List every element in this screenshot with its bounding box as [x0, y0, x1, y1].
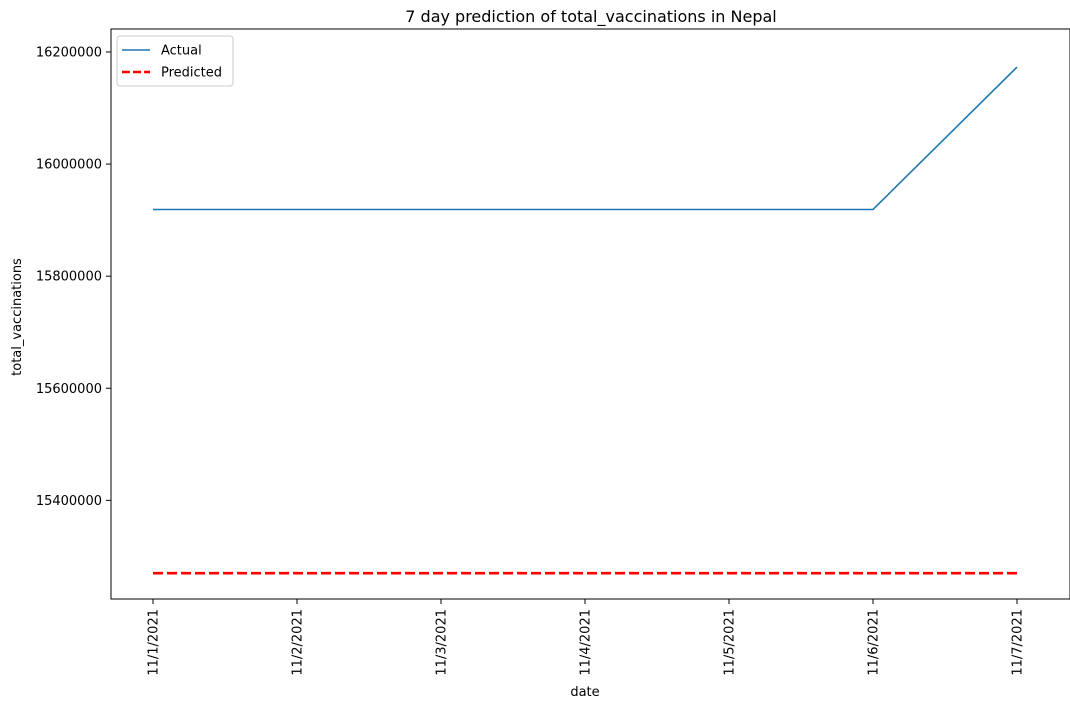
x-tick-label: 11/1/2021: [147, 609, 162, 676]
x-tick-label: 11/4/2021: [579, 609, 594, 676]
y-tick-label: 15800000: [36, 270, 102, 285]
y-tick-label: 15600000: [36, 382, 102, 397]
x-axis: 11/1/2021 11/2/2021 11/3/2021 11/4/2021 11/5…: [147, 599, 1026, 676]
x-tick-label: 11/6/2021: [867, 609, 882, 676]
y-tick-label: 16200000: [36, 45, 102, 60]
legend-label-predicted: Predicted: [161, 66, 222, 81]
plot-area-frame: [110, 28, 1070, 600]
x-tick-label: 11/3/2021: [435, 609, 450, 676]
chart-title: 7 day prediction of total_vaccinations i…: [405, 7, 776, 27]
legend-label-actual: Actual: [161, 44, 202, 59]
x-tick-label: 11/7/2021: [1011, 609, 1026, 676]
x-tick-label: 11/5/2021: [723, 609, 738, 676]
series-layer: [153, 66, 1018, 575]
y-tick-label: 15400000: [36, 494, 102, 509]
x-tick-label: 11/2/2021: [291, 609, 306, 676]
legend-box: [116, 35, 234, 87]
y-axis: 15400000 15600000 15800000 16000000 16200000: [36, 45, 111, 509]
legend: Actual Predicted: [116, 35, 234, 87]
series-line-actual: [153, 66, 1018, 211]
y-axis-label: total_vaccinations: [10, 258, 25, 376]
x-axis-label: date: [570, 685, 599, 700]
y-tick-label: 16000000: [36, 158, 102, 173]
